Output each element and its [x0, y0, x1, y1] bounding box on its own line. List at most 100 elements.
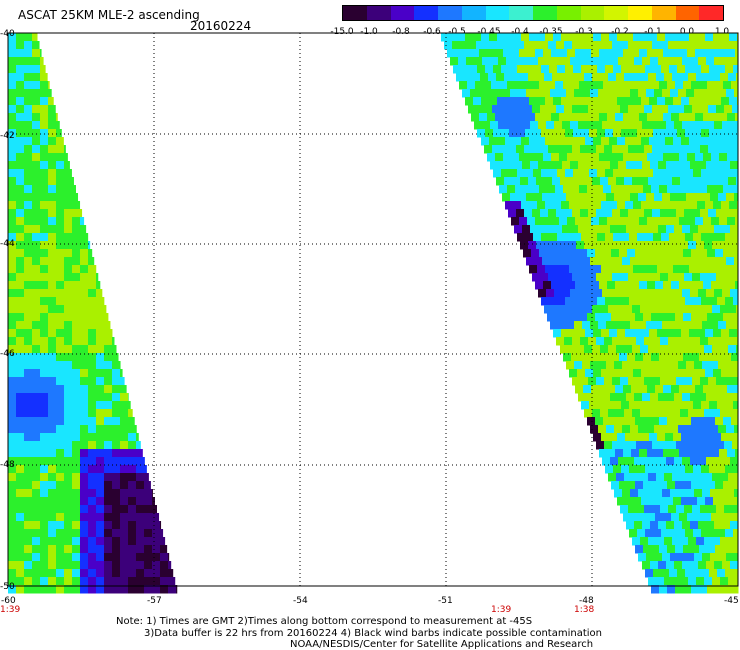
right-swath-cell: [660, 273, 669, 282]
left-swath-cell: [112, 497, 121, 506]
right-swath-cell: [681, 201, 690, 210]
right-swath-cell: [702, 553, 711, 562]
right-swath-cell: [690, 521, 699, 530]
right-swath-cell: [617, 201, 626, 210]
right-swath-cell: [652, 209, 661, 218]
right-swath-cell: [561, 97, 570, 106]
left-swath-cell: [16, 33, 25, 42]
left-swath-cell: [96, 505, 105, 514]
left-swath-cell: [88, 441, 97, 450]
left-swath-cell: [56, 185, 65, 194]
right-swath-cell: [599, 153, 608, 162]
left-swath-cell: [64, 185, 73, 194]
right-swath-cell: [586, 161, 595, 170]
right-swath-cell: [722, 521, 731, 530]
left-swath-cell: [160, 561, 169, 570]
right-swath-cell: [683, 417, 692, 426]
right-swath-cell: [592, 177, 601, 186]
right-swath-cell: [605, 129, 614, 138]
right-swath-cell: [517, 129, 526, 138]
right-swath-cell: [658, 521, 667, 530]
left-swath-cell: [8, 73, 17, 82]
right-swath-cell: [577, 137, 586, 146]
right-swath-cell: [655, 153, 664, 162]
left-swath-cell: [120, 369, 123, 378]
left-swath-cell: [72, 241, 81, 250]
right-swath-cell: [699, 585, 708, 594]
right-swath-cell: [579, 313, 588, 322]
left-swath-cell: [80, 369, 89, 378]
right-swath-cell: [683, 249, 692, 258]
left-swath-cell: [56, 577, 65, 586]
right-swath-cell: [582, 257, 591, 266]
left-swath-cell: [72, 401, 81, 410]
right-swath-cell: [640, 409, 649, 418]
left-swath-cell: [32, 41, 40, 50]
right-swath-cell: [637, 465, 646, 474]
left-swath-cell: [40, 185, 49, 194]
right-swath-cell: [586, 121, 595, 130]
right-swath-cell: [720, 473, 729, 482]
right-swath-cell: [532, 41, 541, 50]
right-swath-cell: [729, 433, 738, 442]
left-swath-cell: [32, 313, 41, 322]
right-swath-cell: [568, 177, 577, 186]
right-swath-cell: [625, 497, 634, 506]
right-swath-cell: [691, 417, 700, 426]
left-swath-cell: [64, 345, 73, 354]
right-swath-cell: [735, 281, 739, 290]
right-swath-cell: [603, 417, 612, 426]
right-swath-cell: [592, 409, 601, 418]
left-swath-cell: [48, 105, 56, 114]
right-swath-cell: [694, 257, 703, 266]
left-swath-cell: [128, 545, 137, 554]
right-swath-cell: [684, 377, 693, 386]
left-swath-cell: [72, 353, 81, 362]
right-swath-cell: [601, 329, 610, 338]
left-swath-cell: [24, 505, 33, 514]
right-swath-cell: [645, 233, 654, 242]
right-swath-cell: [664, 409, 673, 418]
left-swath-cell: [64, 217, 73, 226]
right-swath-cell: [676, 377, 685, 386]
right-swath-cell: [456, 73, 465, 82]
left-swath-cell: [96, 361, 105, 370]
left-swath-cell: [104, 473, 113, 482]
right-swath-cell: [647, 281, 656, 290]
left-swath-cell: [120, 473, 129, 482]
right-swath-cell: [731, 481, 739, 490]
left-swath-cell: [120, 513, 129, 522]
right-swath-cell: [641, 265, 650, 274]
right-swath-cell: [647, 385, 656, 394]
left-swath-cell: [40, 417, 49, 426]
right-swath-cell: [730, 57, 739, 66]
right-swath-cell: [733, 569, 739, 578]
right-swath-cell: [710, 425, 719, 434]
left-swath-cell: [40, 257, 49, 266]
left-swath-cell: [8, 121, 17, 130]
right-swath-cell: [459, 81, 468, 90]
left-swath-cell: [8, 377, 17, 386]
left-swath-cell: [104, 569, 113, 578]
right-swath-cell: [633, 137, 642, 146]
left-swath-cell: [48, 145, 57, 154]
right-swath-cell: [690, 561, 699, 570]
left-swath-cell: [96, 465, 105, 474]
right-swath-cell: [514, 225, 523, 234]
right-swath-cell: [598, 89, 607, 98]
left-swath-cell: [160, 553, 169, 562]
right-swath-cell: [725, 169, 734, 178]
right-swath-cell: [594, 393, 603, 402]
left-swath-cell: [72, 249, 81, 258]
right-swath-cell: [695, 281, 704, 290]
left-swath-cell: [8, 313, 17, 322]
right-swath-cell: [698, 121, 707, 130]
right-swath-cell: [533, 129, 542, 138]
left-swath-cell: [16, 561, 25, 570]
right-swath-cell: [517, 169, 526, 178]
left-swath-cell: [128, 457, 137, 466]
right-swath-cell: [589, 233, 598, 242]
left-swath-cell: [56, 417, 65, 426]
right-swath-cell: [688, 73, 697, 82]
right-swath-cell: [572, 105, 581, 114]
